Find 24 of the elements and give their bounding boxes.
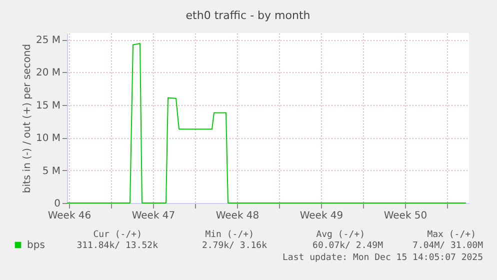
text: 60.07k/ 2.49M (312, 241, 384, 251)
line-series (66, 42, 466, 204)
chart-title: eth0 traffic - by month (186, 9, 310, 22)
text: 2.79k/ 3.16k (202, 241, 268, 251)
text: Min (-/+) (205, 230, 254, 240)
x-tick-label: Week 48 (216, 210, 260, 222)
legend-label: bps (27, 240, 45, 251)
text: Max (-/+) (427, 230, 476, 240)
text: 311.84k/ 13.52k (76, 241, 159, 251)
text: Cur (-/+) (93, 230, 142, 240)
y-tick-label: 5 M (42, 166, 60, 177)
text: Avg (-/+) (316, 230, 365, 240)
y-axis-title: bits in (-) / out (+) per second (22, 44, 33, 194)
y-tick-label: 15 M (36, 100, 60, 112)
x-tick-label: Week 49 (300, 210, 344, 222)
y-tick-label: 10 M (36, 133, 60, 144)
y-tick-label: 20 M (36, 68, 60, 79)
y-tick-label: 0 (54, 198, 60, 210)
text: 7.04M/ 31.00M (412, 241, 484, 251)
x-tick-label: Week 47 (132, 210, 176, 222)
x-tick-label: Week 50 (384, 210, 428, 222)
x-tick-label: Week 46 (48, 210, 92, 222)
y-tick-label: 25 M (36, 35, 60, 46)
text: Last update: Mon Dec 15 14:05:07 2025 (282, 253, 483, 263)
